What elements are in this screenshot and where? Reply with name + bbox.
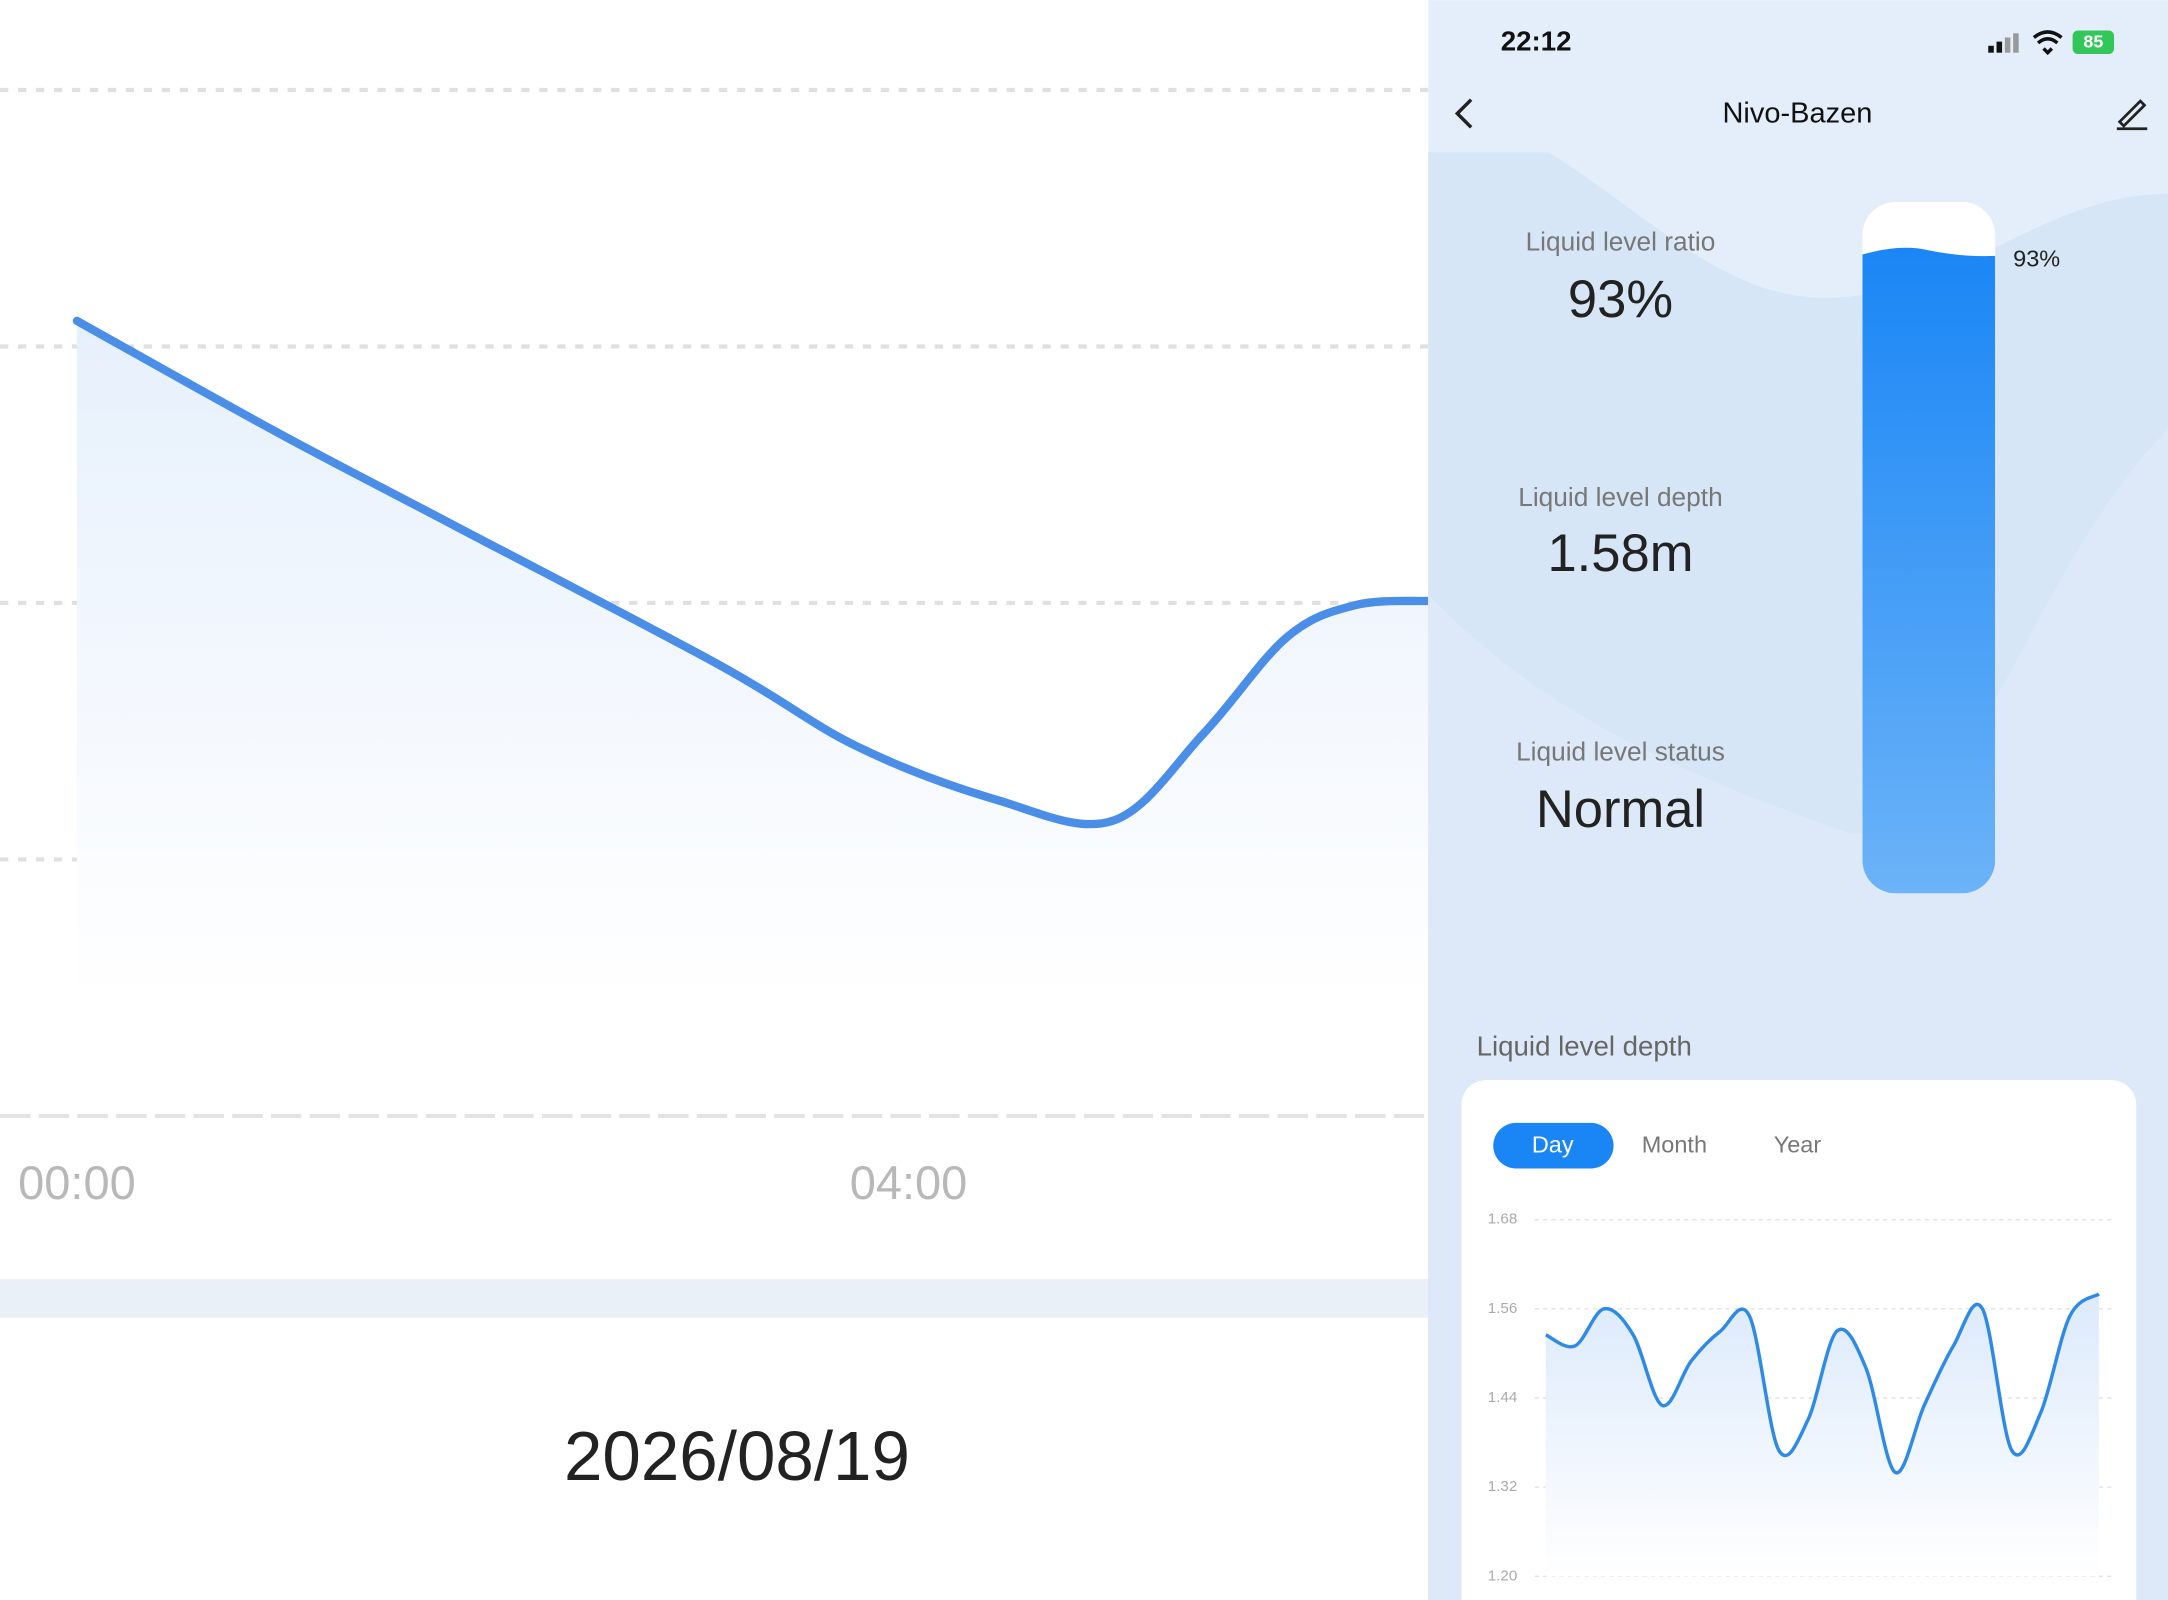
status-time: 22:12 <box>1501 25 1572 56</box>
y-tick-label: 1.20 <box>1488 1567 1518 1584</box>
tab[interactable]: Year <box>1774 1132 1822 1158</box>
wifi-icon <box>2032 30 2063 56</box>
page-title: Nivo-Bazen <box>1722 98 1872 130</box>
status-label: Liquid level status <box>1516 737 1725 767</box>
depth-chart: 1.20 1.32 1.44 1.56 1.68 <box>1488 1211 2113 1584</box>
back-button[interactable] <box>1454 98 1473 129</box>
depth-label: Liquid level depth <box>1518 482 1722 512</box>
area-fill <box>1545 1293 2099 1577</box>
area-fill <box>76 320 1429 1006</box>
line <box>72 316 1429 829</box>
y-tick-label: 1.32 <box>1488 1478 1518 1495</box>
divider <box>0 1279 1429 1318</box>
tank-fill <box>1862 247 1996 894</box>
y-tick-label: 1.68 <box>1488 1211 1518 1228</box>
status-value: Normal <box>1536 780 1705 839</box>
signal-icon <box>1988 33 2019 53</box>
tab[interactable]: Day <box>1532 1132 1574 1158</box>
tank <box>1862 202 1996 894</box>
tank-label: 93% <box>2013 245 2060 271</box>
y-tick-label: 1.44 <box>1488 1389 1518 1406</box>
y-tick-label: 1.56 <box>1488 1300 1518 1317</box>
section-title: Liquid level depth <box>1477 1030 1692 1061</box>
depth-value: 1.58m <box>1547 524 1693 583</box>
tab[interactable]: Month <box>1642 1132 1707 1158</box>
left-chart: 00:00 04:00 <box>0 87 1429 1209</box>
x-tick-label: 04:00 <box>850 1156 968 1209</box>
battery-icon <box>2072 30 2115 55</box>
x-tick-label: 00:00 <box>18 1156 136 1209</box>
tab-active[interactable] <box>1493 1122 1614 1169</box>
ratio-label: Liquid level ratio <box>1526 226 1716 256</box>
battery-level: 85 <box>2083 32 2103 52</box>
ratio-value: 93% <box>1568 270 1673 329</box>
date: 2026/08/19 <box>564 1417 910 1495</box>
line <box>1545 1292 2100 1475</box>
edit-button[interactable] <box>2116 99 2148 131</box>
